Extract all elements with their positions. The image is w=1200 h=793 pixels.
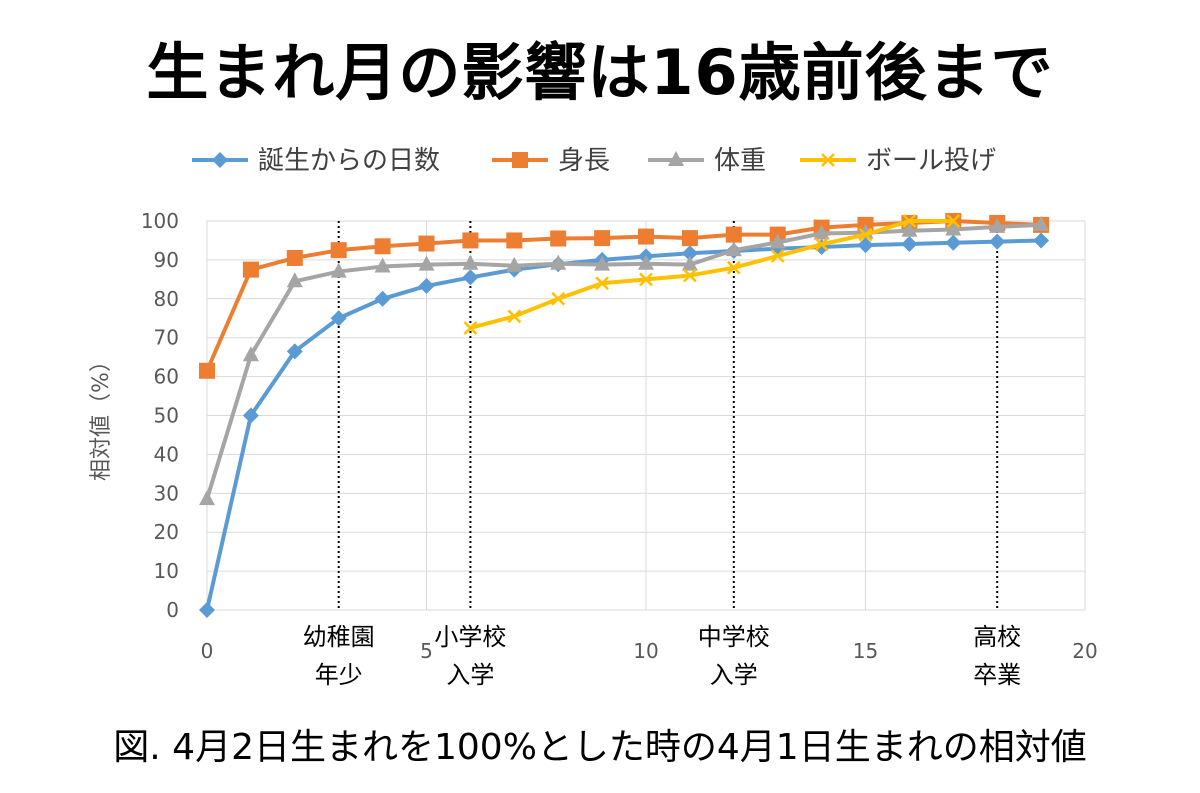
series-line <box>469 219 954 330</box>
data-point <box>681 230 698 247</box>
data-point <box>770 249 785 263</box>
data-point <box>1033 215 1050 231</box>
data-point <box>813 224 830 240</box>
data-point <box>242 346 259 362</box>
data-point <box>683 268 697 283</box>
milestone-label: 卒業 <box>973 661 1021 689</box>
data-point <box>418 235 435 252</box>
milestone-label: 高校 <box>973 623 1021 651</box>
data-point <box>512 152 528 168</box>
y-tick-label: 30 <box>154 481 179 505</box>
y-tick-label: 100 <box>141 209 179 233</box>
y-tick-label: 50 <box>154 404 179 428</box>
series-line <box>205 222 1042 500</box>
data-point <box>462 254 479 270</box>
x-tick-label: 10 <box>633 639 658 663</box>
x-tick-label: 20 <box>1072 639 1097 663</box>
legend-label: 誕生からの日数 <box>258 146 440 176</box>
data-point <box>726 260 741 275</box>
data-point <box>463 321 478 335</box>
data-point <box>374 290 391 307</box>
series-line <box>205 238 1042 611</box>
data-point <box>594 230 611 247</box>
data-point <box>901 235 918 252</box>
milestone-label: 年少 <box>315 661 363 689</box>
data-point <box>681 255 698 271</box>
data-point <box>725 241 742 257</box>
data-point <box>286 343 303 360</box>
data-point <box>199 490 215 506</box>
data-point <box>242 407 259 424</box>
y-tick-label: 90 <box>154 248 179 272</box>
y-tick-label: 70 <box>154 326 179 350</box>
y-tick-label: 80 <box>154 287 179 311</box>
data-point <box>595 276 609 291</box>
x-tick-label: 15 <box>853 639 878 663</box>
data-point <box>286 249 303 266</box>
data-point <box>769 233 786 249</box>
data-point <box>989 233 1006 250</box>
data-point <box>551 291 566 306</box>
data-point <box>668 151 684 166</box>
milestone-label: 入学 <box>710 661 758 689</box>
data-point <box>506 256 523 272</box>
legend-label: ボール投げ <box>866 146 996 176</box>
data-point <box>507 309 522 324</box>
legend-label: 身長 <box>558 146 610 176</box>
data-point <box>594 255 611 271</box>
data-point <box>374 257 391 273</box>
data-point <box>242 261 259 278</box>
y-tick-label: 10 <box>154 559 179 583</box>
legend-label: 体重 <box>714 146 766 176</box>
data-point <box>857 237 874 254</box>
chart-title: 生まれ月の影響は16歳前後まで <box>146 36 1054 109</box>
data-point <box>945 234 962 251</box>
data-point <box>330 242 347 259</box>
data-point <box>946 214 961 228</box>
data-point <box>638 228 654 245</box>
data-point <box>989 217 1006 233</box>
x-tick-label: 0 <box>201 639 214 663</box>
data-point <box>286 272 303 288</box>
y-axis-label: 相対値（%） <box>89 350 114 481</box>
data-point <box>902 214 917 228</box>
data-point <box>821 153 835 167</box>
data-point <box>681 245 698 262</box>
data-point <box>462 232 479 249</box>
data-point <box>212 152 228 168</box>
data-point <box>199 602 215 618</box>
data-point <box>638 254 654 270</box>
data-point <box>418 277 435 294</box>
data-point <box>418 255 435 271</box>
data-point <box>639 272 653 287</box>
y-tick-label: 40 <box>154 442 179 466</box>
data-point <box>550 254 567 270</box>
data-point <box>858 227 873 242</box>
milestone-label: 入学 <box>446 661 494 689</box>
y-tick-label: 0 <box>166 598 179 622</box>
milestone-label: 中学校 <box>698 623 770 651</box>
data-point <box>901 221 918 237</box>
data-point <box>1033 232 1050 249</box>
data-point <box>330 310 347 327</box>
data-point <box>725 226 742 243</box>
y-tick-label: 20 <box>154 520 179 544</box>
data-point <box>814 237 829 252</box>
data-point <box>506 232 523 249</box>
data-point <box>199 362 215 379</box>
data-point <box>550 230 567 247</box>
milestone-label: 小学校 <box>434 623 506 651</box>
figure-caption: 図. 4月2日生まれを100%とした時の4月1日生まれの相対値 <box>113 727 1087 768</box>
data-point <box>330 262 347 278</box>
data-point <box>945 220 962 236</box>
data-point <box>374 238 391 255</box>
x-tick-label: 5 <box>420 639 433 663</box>
milestone-label: 幼稚園 <box>303 623 375 651</box>
y-tick-label: 60 <box>154 365 179 389</box>
data-point <box>462 269 479 286</box>
